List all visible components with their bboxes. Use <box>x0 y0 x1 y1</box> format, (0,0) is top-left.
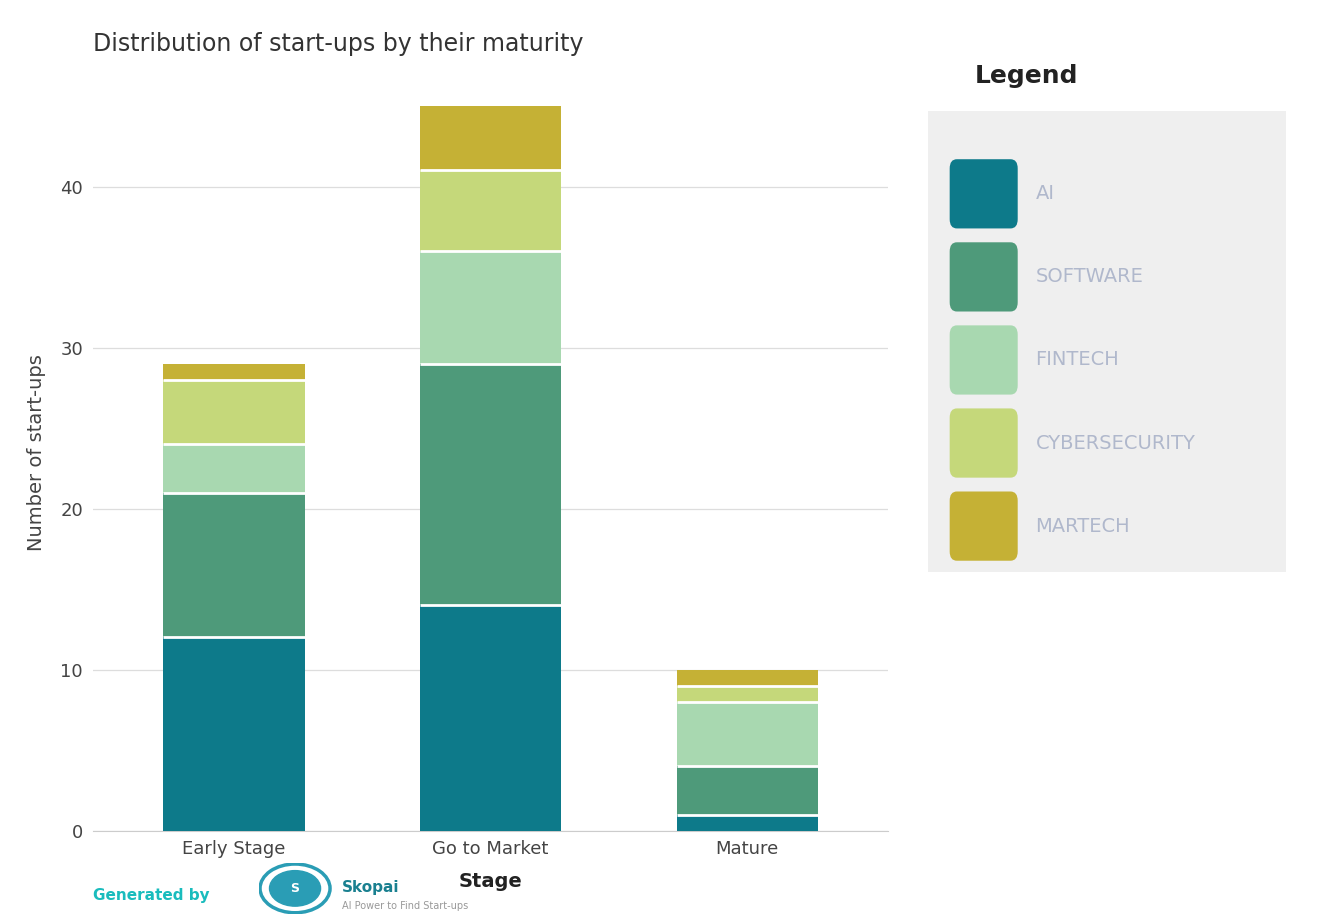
Text: Legend: Legend <box>975 64 1078 88</box>
Text: Generated by: Generated by <box>93 888 210 903</box>
Bar <box>676 670 818 686</box>
Bar <box>163 638 305 831</box>
Bar <box>676 701 818 766</box>
Text: CYBERSECURITY: CYBERSECURITY <box>1036 434 1196 452</box>
Text: FINTECH: FINTECH <box>1036 351 1119 369</box>
Bar <box>163 364 305 379</box>
X-axis label: Stage: Stage <box>459 872 522 892</box>
Text: AI: AI <box>1036 185 1054 203</box>
FancyBboxPatch shape <box>949 408 1018 478</box>
Bar <box>420 106 561 171</box>
Text: S: S <box>290 881 300 895</box>
Bar <box>676 686 818 701</box>
Text: Skopai: Skopai <box>342 881 399 895</box>
Text: MARTECH: MARTECH <box>1036 517 1130 535</box>
Text: Distribution of start-ups by their maturity: Distribution of start-ups by their matur… <box>93 32 583 56</box>
Bar <box>163 379 305 444</box>
Bar <box>420 171 561 251</box>
Bar <box>163 444 305 493</box>
Bar <box>163 493 305 638</box>
Circle shape <box>269 870 321 906</box>
FancyBboxPatch shape <box>949 326 1018 395</box>
Bar <box>420 251 561 364</box>
Bar <box>420 364 561 605</box>
Text: AI Power to Find Start-ups: AI Power to Find Start-ups <box>342 901 468 911</box>
Bar <box>676 766 818 815</box>
FancyBboxPatch shape <box>949 159 1018 229</box>
Text: SOFTWARE: SOFTWARE <box>1036 268 1143 286</box>
Bar <box>420 605 561 831</box>
FancyBboxPatch shape <box>949 491 1018 560</box>
Bar <box>676 815 818 831</box>
FancyBboxPatch shape <box>949 243 1018 312</box>
Y-axis label: Number of start-ups: Number of start-ups <box>28 354 46 551</box>
